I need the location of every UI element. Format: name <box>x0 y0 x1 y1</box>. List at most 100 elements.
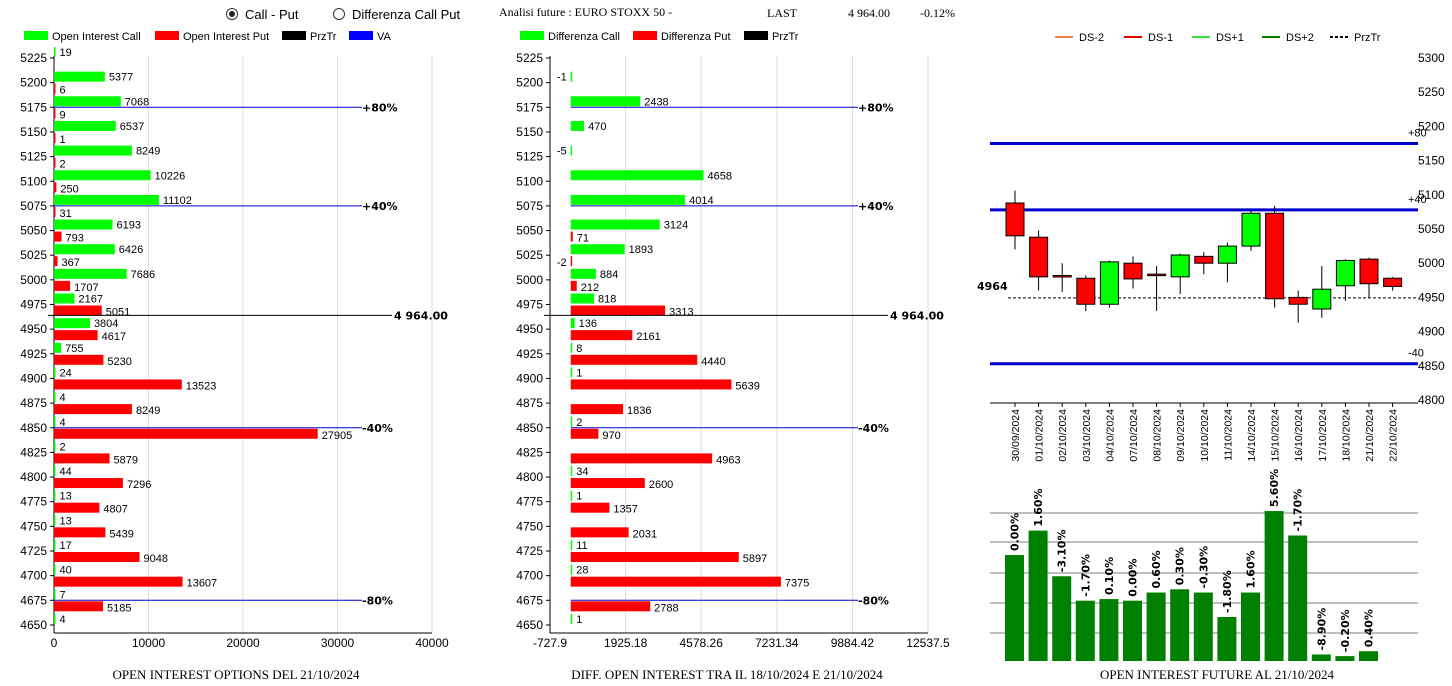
put-value-label: 13607 <box>187 578 218 590</box>
call-bar <box>54 268 127 279</box>
call-bar <box>54 589 56 600</box>
radio-call-put-label[interactable]: Call - Put <box>245 7 299 22</box>
put-bar <box>54 379 182 390</box>
put-value-label: 5897 <box>743 553 767 565</box>
call-bar <box>570 564 573 575</box>
future-oi-label: 0.40% <box>1363 609 1376 647</box>
x-tick-label: 04/10/2024 <box>1104 409 1116 462</box>
call-bar <box>570 268 596 279</box>
call-value-label: 470 <box>588 121 606 133</box>
radio-diff[interactable] <box>333 8 345 20</box>
candle-body <box>1170 254 1190 278</box>
chart-mode-radio-group[interactable]: Call - Put Differenza Call Put <box>226 7 461 22</box>
future-oi-label: 0.10% <box>1103 557 1116 595</box>
call-bar <box>54 490 56 501</box>
call-bar <box>570 120 585 131</box>
put-bar <box>54 157 56 168</box>
y-tick-label: 5125 <box>20 150 47 164</box>
put-bar <box>54 108 56 119</box>
future-oi-bar <box>1170 589 1190 661</box>
put-bar <box>54 280 71 291</box>
call-value-label: 28 <box>576 565 588 577</box>
future-oi-bar <box>1335 656 1355 661</box>
future-oi-bar <box>1193 592 1213 661</box>
put-bar <box>570 576 781 587</box>
y-tick-label: 4975 <box>516 298 543 312</box>
put-value-label: 13523 <box>186 380 217 392</box>
future-oi-bar <box>1052 576 1072 661</box>
y-tick-label: 4650 <box>516 618 543 632</box>
level-label: +40% <box>858 200 894 213</box>
call-bar <box>54 416 56 427</box>
chart-title: OPEN INTEREST OPTIONS DEL 21/10/2024 <box>113 667 361 682</box>
call-value-label: 8249 <box>136 146 160 158</box>
call-bar <box>54 392 56 403</box>
x-tick-label: 18/10/2024 <box>1340 409 1352 462</box>
call-value-label: 4 <box>60 614 66 626</box>
call-value-label: 818 <box>598 294 616 306</box>
call-bar <box>570 219 660 230</box>
x-tick-label: 21/10/2024 <box>1364 409 1376 462</box>
analysis-title: Analisi future : EURO STOXX 50 - <box>499 5 672 19</box>
y-tick-label: 5225 <box>516 51 543 65</box>
put-bar <box>570 305 666 316</box>
legend-label: PrzTr <box>772 31 799 43</box>
future-oi-bar <box>1075 600 1095 661</box>
future-oi-label: -0.30% <box>1197 546 1210 589</box>
oi-future-chart: 0.00% 1.60% -3.10% -1.70% 0.10% 0.00% 0.60% 0.3… <box>990 469 1418 682</box>
call-bar <box>570 318 575 329</box>
put-bar <box>570 379 732 390</box>
y-tick-label: 5025 <box>20 248 47 262</box>
y-tick-label: 5075 <box>20 199 47 213</box>
put-value-label: 4440 <box>701 356 725 368</box>
future-oi-label: -1.70% <box>1292 489 1305 532</box>
call-bar <box>54 342 62 353</box>
put-value-label: 2031 <box>633 528 657 540</box>
call-value-label: -5 <box>557 146 567 158</box>
put-bar <box>54 83 56 94</box>
level-label: +40% <box>362 200 398 213</box>
y-tick-label: 5225 <box>20 51 47 65</box>
put-bar <box>54 354 104 365</box>
y-tick-label: 4925 <box>20 347 47 361</box>
x-tick-label: 02/10/2024 <box>1057 409 1069 462</box>
call-bar <box>54 170 151 181</box>
y-tick-label: 5150 <box>1418 154 1445 168</box>
y-tick-label: 4925 <box>516 347 543 361</box>
call-value-label: 4658 <box>707 170 731 182</box>
future-oi-bar <box>1311 654 1331 661</box>
put-bar <box>570 330 633 341</box>
put-value-label: 793 <box>65 233 83 245</box>
future-oi-bar <box>1217 616 1237 661</box>
y-tick-label: 4725 <box>516 544 543 558</box>
future-oi-label: 1.60% <box>1245 550 1258 588</box>
level-label: +40 <box>1408 194 1427 206</box>
call-bar <box>54 318 90 329</box>
call-value-label: 13 <box>60 491 72 503</box>
y-tick-label: 4950 <box>516 322 543 336</box>
radio-diff-label[interactable]: Differenza Call Put <box>352 7 461 22</box>
call-value-label: 8 <box>576 343 582 355</box>
y-tick-label: 4700 <box>516 569 543 583</box>
put-bar <box>54 206 56 217</box>
x-tick-label: 40000 <box>415 636 449 650</box>
y-tick-label: 5175 <box>20 100 47 114</box>
put-bar <box>54 256 58 267</box>
future-oi-label: -0.20% <box>1339 609 1352 652</box>
put-bar <box>570 354 698 365</box>
legend-label: DS+2 <box>1286 32 1314 44</box>
last-value: 4 964.00 <box>848 6 890 20</box>
put-value-label: 5051 <box>106 307 130 319</box>
y-tick-label: 4775 <box>516 495 543 509</box>
x-tick-label: 09/10/2024 <box>1175 409 1187 462</box>
call-value-label: 6193 <box>117 220 141 232</box>
legend-swatch <box>633 31 657 40</box>
y-tick-label: 4750 <box>516 519 543 533</box>
future-oi-bar <box>1099 599 1119 661</box>
x-tick-label: 01/10/2024 <box>1034 409 1046 462</box>
legend-label: Differenza Put <box>661 31 731 43</box>
last-price-label: 4 964.00 <box>394 309 448 322</box>
put-bar <box>54 182 57 193</box>
y-tick-label: 5250 <box>1418 85 1445 99</box>
call-value-label: 755 <box>65 343 83 355</box>
